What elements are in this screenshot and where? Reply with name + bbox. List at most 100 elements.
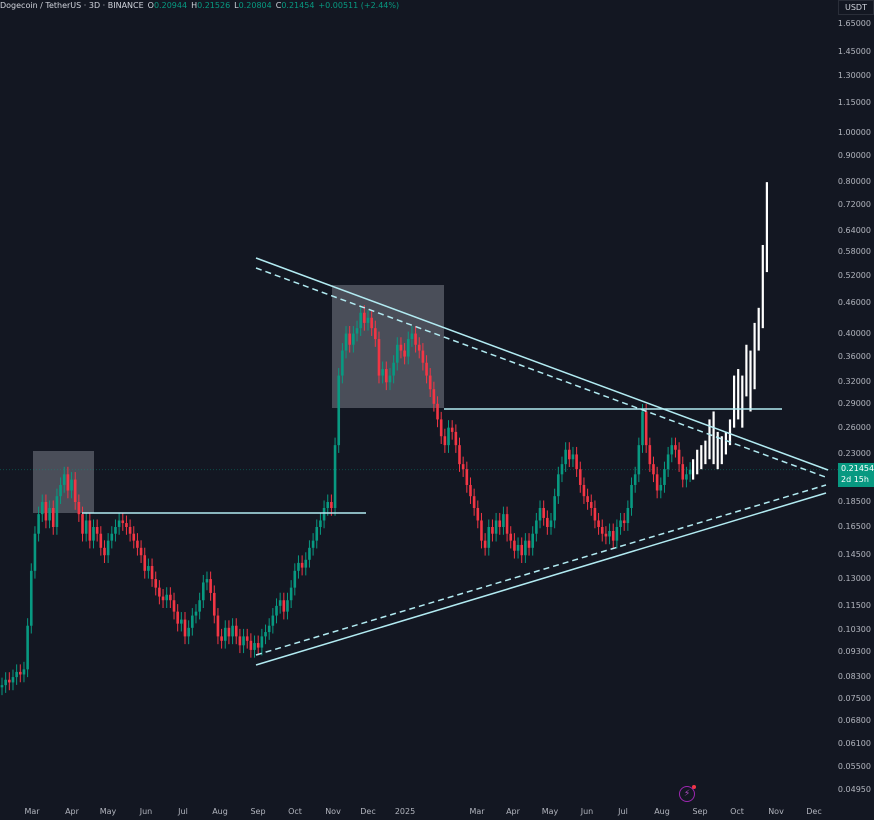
candle-body: [385, 369, 388, 383]
candle-body: [88, 520, 92, 541]
candle-body: [282, 600, 286, 612]
candle-body: [289, 587, 293, 601]
candle-body: [33, 533, 37, 571]
candle-body: [428, 375, 432, 390]
change-value: +0.00511 (+2.44%): [318, 1, 400, 10]
candle-body: [311, 540, 315, 548]
open-label: O: [147, 1, 154, 10]
candle-body: [395, 344, 399, 363]
candle-body: [132, 533, 136, 541]
candle-body: [37, 514, 40, 534]
candle-body: [578, 469, 582, 485]
candle-body: [553, 496, 556, 521]
candle-body: [359, 312, 362, 329]
candle-body: [125, 523, 128, 527]
candle-body: [571, 454, 575, 460]
price-tick: 1.45000: [837, 47, 871, 57]
candle-body: [147, 566, 150, 571]
candle-body: [15, 671, 18, 678]
price-tick: 0.09300: [837, 647, 871, 657]
candle-body: [505, 514, 509, 534]
candle-body: [494, 520, 498, 534]
candle-body: [293, 570, 297, 588]
price-tick: 0.13000: [837, 574, 871, 584]
candle-body: [66, 474, 70, 491]
candle-body: [183, 619, 187, 637]
candle-body: [165, 594, 168, 601]
candle-body: [663, 469, 666, 485]
candle-body: [341, 350, 344, 376]
time-tick: Apr: [506, 807, 520, 816]
candle-body: [128, 526, 132, 534]
time-tick: Jul: [618, 807, 628, 816]
candle-body: [267, 625, 271, 633]
candle-body: [450, 427, 454, 432]
price-tick: 0.16500: [837, 521, 871, 531]
candle-body: [114, 526, 117, 534]
candle-body: [498, 520, 502, 527]
candle-body: [502, 514, 505, 527]
candle-body: [557, 474, 560, 497]
candle-body: [633, 474, 637, 485]
candle-body: [637, 445, 641, 475]
time-tick: Sep: [692, 807, 708, 816]
candle-body: [480, 520, 483, 541]
candle-body: [117, 520, 121, 527]
candle-body: [439, 419, 443, 437]
candle-body: [399, 344, 403, 351]
candle-body: [608, 531, 611, 537]
price-tick: 0.14500: [837, 550, 871, 560]
candle-body: [194, 611, 198, 616]
price-tick: 1.15000: [837, 97, 871, 107]
candle-body: [491, 526, 494, 534]
descending-trendline-dashed: [255, 267, 829, 479]
range-box: [332, 285, 444, 408]
candle-body: [286, 600, 289, 612]
candle-body: [575, 454, 578, 470]
time-tick: Nov: [768, 807, 784, 816]
candle-body: [370, 317, 373, 329]
candle-body: [568, 449, 571, 460]
price-tick: 0.52000: [837, 271, 871, 281]
candle-body: [546, 517, 549, 527]
price-tick: 0.11500: [837, 600, 871, 610]
candle-body: [202, 582, 205, 601]
time-tick: Sep: [250, 807, 266, 816]
projection-bar: [737, 369, 740, 420]
candle-body: [84, 520, 88, 534]
time-tick: Aug: [212, 807, 228, 816]
candle-body: [55, 496, 59, 527]
candle-body: [333, 445, 337, 508]
price-tick: 0.10300: [837, 624, 871, 634]
candle-body: [136, 540, 139, 548]
candle-body: [425, 362, 428, 376]
candle-body: [231, 625, 234, 637]
lightning-icon[interactable]: ⚡︎: [679, 785, 696, 802]
symbol-title[interactable]: Dogecoin / TetherUS · 3D · BINANCE: [0, 1, 144, 10]
candle-body: [22, 669, 26, 675]
candle-body: [600, 526, 604, 534]
notification-dot: [692, 785, 696, 789]
currency-button[interactable]: USDT: [838, 0, 874, 15]
candle-body: [513, 540, 516, 551]
candle-body: [677, 449, 681, 465]
candle-body: [169, 594, 172, 601]
candle-body: [209, 579, 212, 593]
candle-body: [304, 559, 308, 568]
time-tick: Dec: [806, 807, 822, 816]
price-tick: 1.30000: [837, 71, 871, 81]
candle-body: [297, 562, 300, 571]
projection-bar: [745, 344, 748, 397]
candle-body: [414, 333, 417, 345]
candle-body: [315, 526, 319, 541]
candle-body: [99, 533, 103, 548]
close-value: 0.21454: [281, 1, 315, 10]
projection-bar: [720, 436, 723, 465]
candle-body: [352, 333, 355, 345]
candle-body: [542, 507, 545, 518]
candle-body: [619, 520, 622, 527]
projection-bar: [724, 431, 727, 455]
candle-body: [26, 625, 29, 670]
projection-bar: [753, 322, 756, 390]
